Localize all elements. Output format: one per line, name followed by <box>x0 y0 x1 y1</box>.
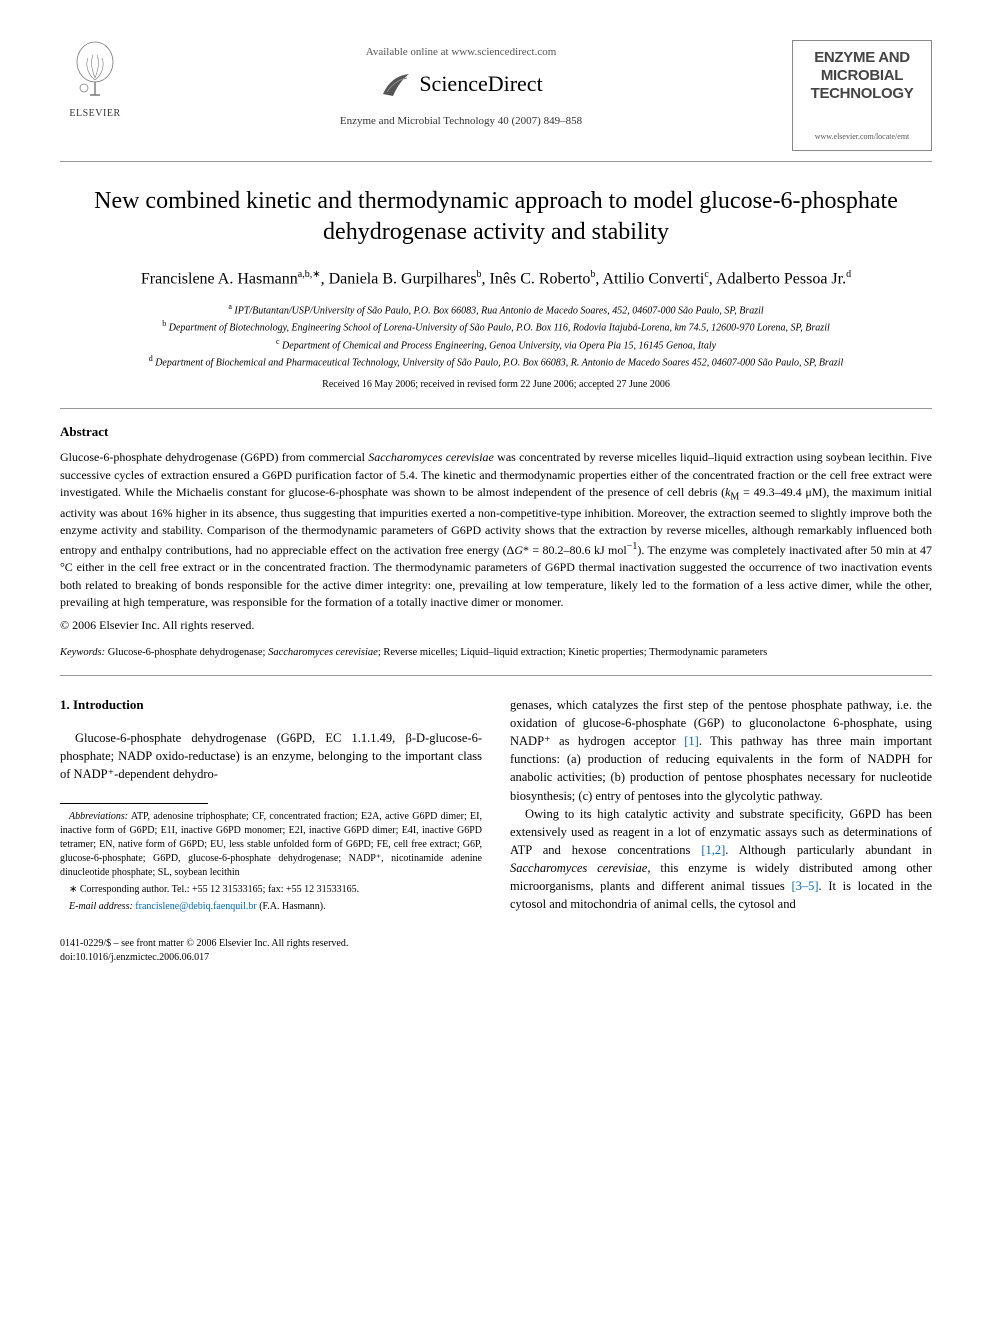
intro-right-p2: Owing to its high catalytic activity and… <box>510 805 932 914</box>
corresponding-author-footnote: ∗ Corresponding author. Tel.: +55 12 315… <box>60 883 482 897</box>
copyright-line: © 2006 Elsevier Inc. All rights reserved… <box>60 617 932 634</box>
journal-citation: Enzyme and Microbial Technology 40 (2007… <box>130 114 792 129</box>
journal-cover-box: ENZYME AND MICROBIAL TECHNOLOGY www.else… <box>792 40 932 151</box>
elsevier-tree-icon <box>70 40 120 100</box>
elsevier-logo-block: ELSEVIER <box>60 40 130 121</box>
authors-list: Francislene A. Hasmanna,b,∗, Daniela B. … <box>60 267 932 291</box>
header-divider <box>60 161 932 162</box>
email-footnote: E-mail address: francislene@debiq.faenqu… <box>60 900 482 914</box>
article-dates: Received 16 May 2006; received in revise… <box>60 378 932 392</box>
keywords-label: Keywords: <box>60 647 105 658</box>
intro-right-p1: genases, which catalyzes the first step … <box>510 696 932 805</box>
left-column: 1. Introduction Glucose-6-phosphate dehy… <box>60 696 482 917</box>
ref-link-1-2[interactable]: [1,2] <box>701 843 725 857</box>
abstract-bottom-divider <box>60 675 932 676</box>
two-column-body: 1. Introduction Glucose-6-phosphate dehy… <box>60 696 932 917</box>
right-column: genases, which catalyzes the first step … <box>510 696 932 917</box>
journal-box-line3: TECHNOLOGY <box>811 85 914 102</box>
journal-box-line1: ENZYME AND <box>814 49 910 66</box>
introduction-heading: 1. Introduction <box>60 696 482 715</box>
keywords-text: Glucose-6-phosphate dehydrogenase; Sacch… <box>108 647 767 658</box>
article-title: New combined kinetic and thermodynamic a… <box>60 186 932 248</box>
footer-line1: 0141-0229/$ – see front matter © 2006 El… <box>60 937 932 951</box>
affiliation-c: c Department of Chemical and Process Eng… <box>60 336 932 353</box>
journal-box-url: www.elsevier.com/locate/emt <box>799 131 925 142</box>
abbreviations-footnote: Abbreviations: ATP, adenosine triphospha… <box>60 810 482 880</box>
center-header: Available online at www.sciencedirect.co… <box>130 40 792 130</box>
ref-link-3-5[interactable]: [3–5] <box>791 879 818 893</box>
affiliation-a: a IPT/Butantan/USP/University of São Pau… <box>60 301 932 318</box>
keywords: Keywords: Glucose-6-phosphate dehydrogen… <box>60 646 932 661</box>
abstract-heading: Abstract <box>60 423 932 441</box>
intro-left-p1: Glucose-6-phosphate dehydrogenase (G6PD,… <box>60 729 482 783</box>
journal-box-line2: MICROBIAL <box>821 67 903 84</box>
journal-box-title: ENZYME AND MICROBIAL TECHNOLOGY <box>799 49 925 103</box>
abstract-text: Glucose-6-phosphate dehydrogenase (G6PD)… <box>60 449 932 611</box>
email-link[interactable]: francislene@debiq.faenquil.br <box>135 901 256 912</box>
sciencedirect-logo: ScienceDirect <box>130 68 792 100</box>
page-footer: 0141-0229/$ – see front matter © 2006 El… <box>60 937 932 965</box>
abstract-top-divider <box>60 408 932 409</box>
footnote-divider <box>60 803 208 804</box>
ref-link-1[interactable]: [1] <box>684 734 699 748</box>
footnotes: Abbreviations: ATP, adenosine triphospha… <box>60 810 482 914</box>
footer-line2: doi:10.1016/j.enzmictec.2006.06.017 <box>60 951 932 965</box>
available-online-text: Available online at www.sciencedirect.co… <box>130 45 792 60</box>
elsevier-label: ELSEVIER <box>60 107 130 121</box>
sciencedirect-swoosh-icon <box>379 68 413 100</box>
affiliation-d: d Department of Biochemical and Pharmace… <box>60 353 932 370</box>
sciencedirect-text: ScienceDirect <box>419 69 542 100</box>
affiliation-b: b Department of Biotechnology, Engineeri… <box>60 318 932 335</box>
header-row: ELSEVIER Available online at www.science… <box>60 40 932 151</box>
affiliations: a IPT/Butantan/USP/University of São Pau… <box>60 301 932 370</box>
